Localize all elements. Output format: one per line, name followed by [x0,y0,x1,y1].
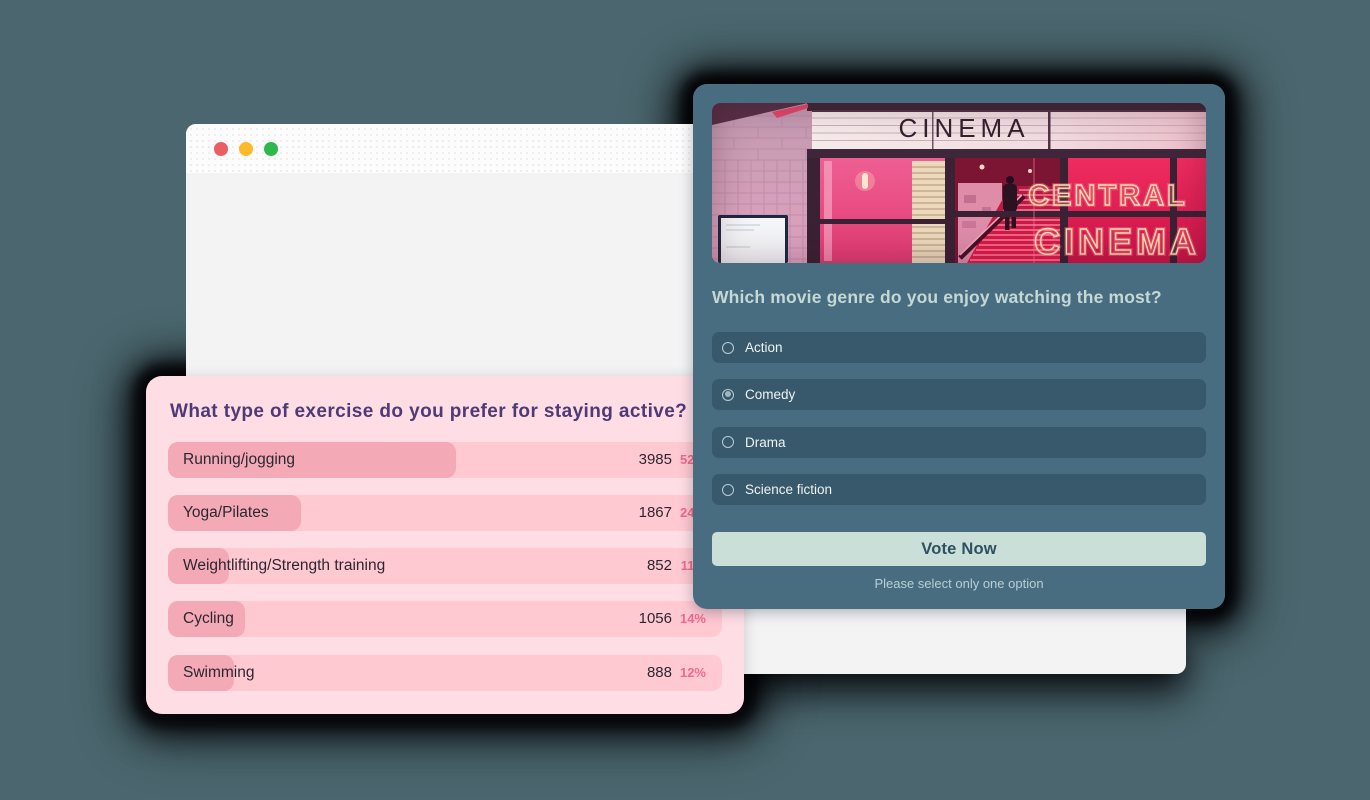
svg-text:CINEMA: CINEMA [1034,221,1200,262]
svg-text:CINEMA: CINEMA [1034,221,1200,262]
svg-text:CINEMA: CINEMA [898,113,1029,143]
svg-text:CENTRAL: CENTRAL [1028,180,1188,212]
svg-text:CENTRAL: CENTRAL [1028,180,1188,212]
